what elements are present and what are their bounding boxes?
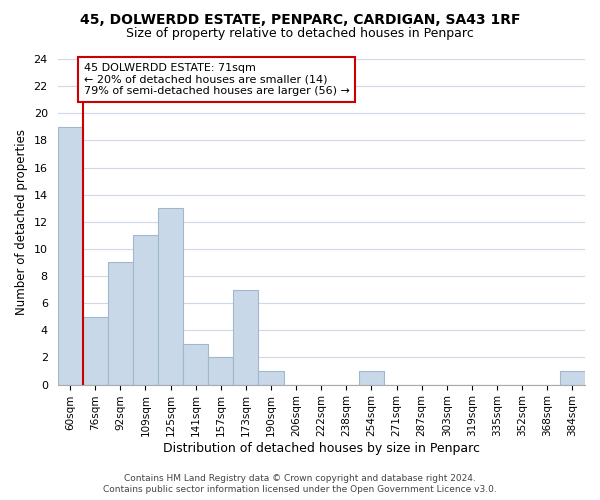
Bar: [208, 358, 233, 384]
Bar: [158, 208, 183, 384]
Bar: [359, 371, 384, 384]
Bar: [83, 317, 108, 384]
Bar: [133, 236, 158, 384]
Bar: [259, 371, 284, 384]
Bar: [183, 344, 208, 385]
Bar: [58, 127, 83, 384]
Y-axis label: Number of detached properties: Number of detached properties: [15, 129, 28, 315]
Bar: [233, 290, 259, 384]
Bar: [108, 262, 133, 384]
Text: 45 DOLWERDD ESTATE: 71sqm
← 20% of detached houses are smaller (14)
79% of semi-: 45 DOLWERDD ESTATE: 71sqm ← 20% of detac…: [84, 62, 350, 96]
Text: 45, DOLWERDD ESTATE, PENPARC, CARDIGAN, SA43 1RF: 45, DOLWERDD ESTATE, PENPARC, CARDIGAN, …: [80, 12, 520, 26]
Bar: [560, 371, 585, 384]
Text: Contains HM Land Registry data © Crown copyright and database right 2024.
Contai: Contains HM Land Registry data © Crown c…: [103, 474, 497, 494]
X-axis label: Distribution of detached houses by size in Penparc: Distribution of detached houses by size …: [163, 442, 480, 455]
Text: Size of property relative to detached houses in Penparc: Size of property relative to detached ho…: [126, 28, 474, 40]
